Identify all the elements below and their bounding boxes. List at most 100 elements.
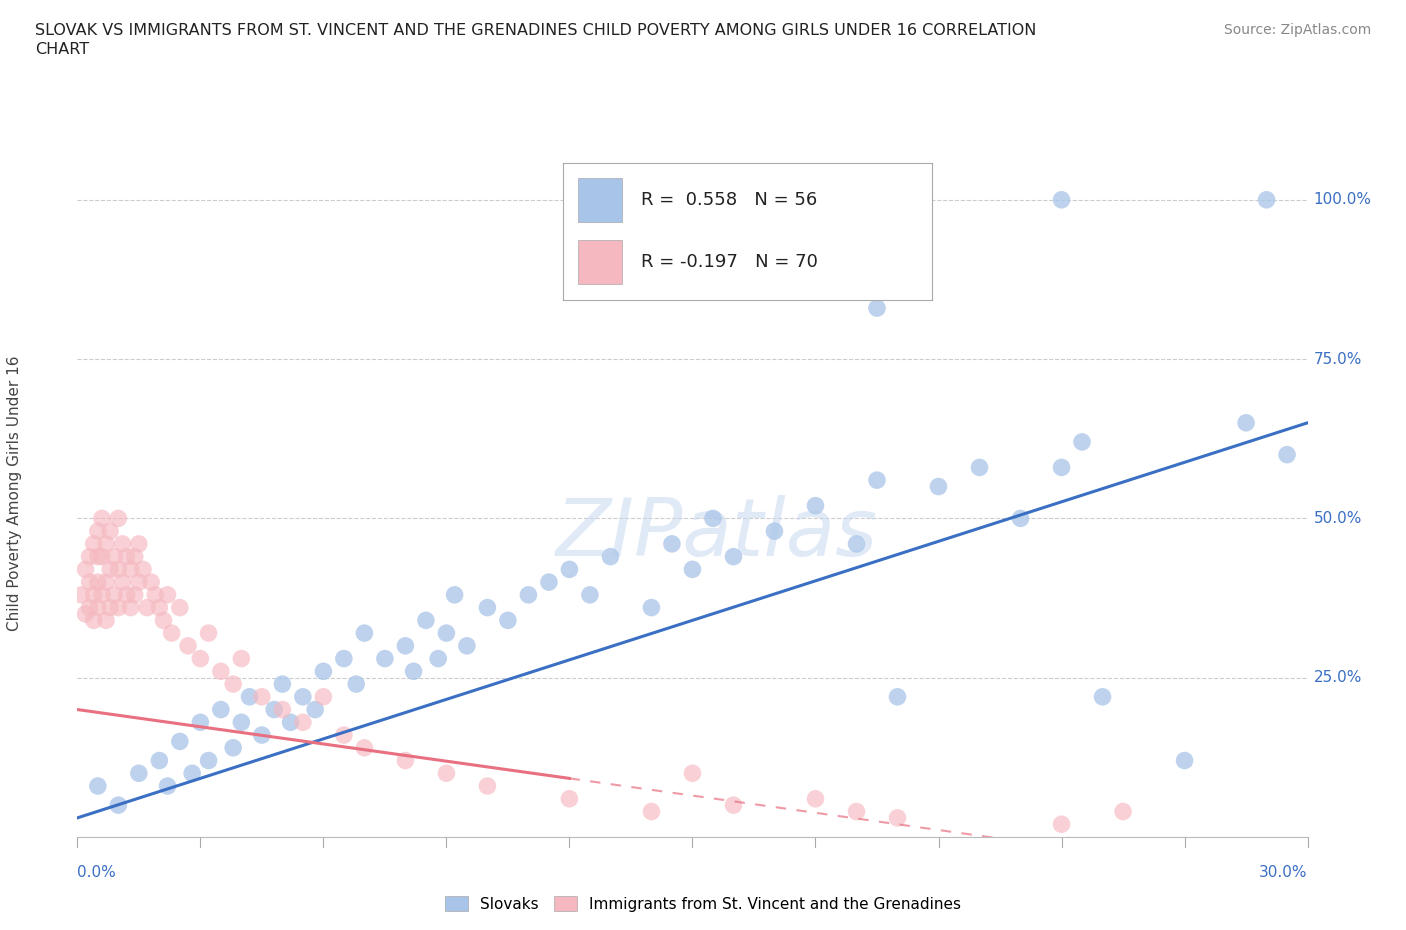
Point	[333, 651, 356, 666]
Point	[128, 765, 150, 780]
Point	[477, 778, 499, 793]
Point	[209, 702, 232, 717]
Point	[128, 575, 150, 590]
Point	[87, 600, 110, 615]
Point	[763, 524, 786, 538]
Point	[723, 550, 745, 565]
Point	[271, 677, 294, 692]
Point	[120, 562, 142, 577]
Point	[87, 575, 110, 590]
Point	[866, 472, 889, 487]
Point	[969, 460, 991, 475]
Point	[886, 689, 908, 704]
Point	[160, 626, 183, 641]
Point	[152, 613, 174, 628]
Point	[394, 753, 416, 768]
Point	[103, 550, 125, 565]
Point	[312, 664, 335, 679]
Point	[222, 740, 245, 755]
Point	[804, 498, 827, 513]
Point	[415, 613, 437, 628]
Point	[98, 524, 121, 538]
Point	[181, 765, 204, 780]
Point	[640, 600, 662, 615]
Point	[136, 600, 159, 615]
Point	[291, 689, 314, 704]
Point	[148, 753, 170, 768]
Point	[558, 791, 581, 806]
Point	[1174, 753, 1197, 768]
Point	[111, 537, 134, 551]
Point	[353, 626, 375, 641]
Point	[79, 550, 101, 565]
Point	[845, 804, 868, 819]
Point	[1256, 193, 1278, 207]
Point	[79, 600, 101, 615]
Point	[197, 626, 219, 641]
Point	[866, 300, 889, 315]
Point	[79, 575, 101, 590]
Point	[75, 606, 97, 621]
Point	[231, 651, 253, 666]
Text: SLOVAK VS IMMIGRANTS FROM ST. VINCENT AND THE GRENADINES CHILD POVERTY AMONG GIR: SLOVAK VS IMMIGRANTS FROM ST. VINCENT AN…	[35, 23, 1036, 38]
Text: 50.0%: 50.0%	[1313, 511, 1362, 525]
Point	[477, 600, 499, 615]
Point	[537, 575, 560, 590]
Point	[87, 524, 110, 538]
Point	[156, 778, 179, 793]
Point	[344, 677, 367, 692]
Point	[579, 588, 602, 603]
Point	[94, 537, 117, 551]
Point	[148, 600, 170, 615]
Point	[682, 765, 704, 780]
Point	[333, 727, 356, 742]
Point	[169, 600, 191, 615]
Text: 75.0%: 75.0%	[1313, 352, 1362, 366]
Point	[517, 588, 540, 603]
Point	[496, 613, 519, 628]
Point	[1050, 193, 1073, 207]
Point	[250, 689, 273, 704]
Point	[222, 677, 245, 692]
Point	[143, 588, 166, 603]
Point	[115, 550, 138, 565]
Point	[928, 479, 950, 494]
Point	[107, 600, 129, 615]
Point	[640, 804, 662, 819]
Point	[271, 702, 294, 717]
Point	[427, 651, 450, 666]
Text: ZIPatlas: ZIPatlas	[555, 495, 879, 573]
Point	[177, 638, 200, 653]
Point	[263, 702, 285, 717]
Point	[456, 638, 478, 653]
Point	[1050, 460, 1073, 475]
Point	[188, 715, 212, 730]
Point	[250, 727, 273, 742]
Point	[107, 562, 129, 577]
Text: Child Poverty Among Girls Under 16: Child Poverty Among Girls Under 16	[7, 355, 21, 631]
Point	[188, 651, 212, 666]
Point	[128, 537, 150, 551]
Point	[124, 550, 146, 565]
Point	[374, 651, 396, 666]
Point	[70, 588, 93, 603]
Point	[231, 715, 253, 730]
Point	[394, 638, 416, 653]
Text: CHART: CHART	[35, 42, 89, 57]
Point	[682, 562, 704, 577]
Point	[87, 778, 110, 793]
Point	[90, 511, 114, 525]
Point	[599, 550, 621, 565]
Text: 100.0%: 100.0%	[1313, 193, 1372, 207]
Point	[702, 511, 724, 525]
Text: 25.0%: 25.0%	[1313, 671, 1362, 685]
Point	[436, 765, 458, 780]
Point	[1112, 804, 1135, 819]
Point	[94, 575, 117, 590]
Point	[661, 537, 683, 551]
Point	[443, 588, 465, 603]
Point	[1010, 511, 1032, 525]
Point	[280, 715, 302, 730]
Point	[132, 562, 155, 577]
Point	[723, 798, 745, 813]
